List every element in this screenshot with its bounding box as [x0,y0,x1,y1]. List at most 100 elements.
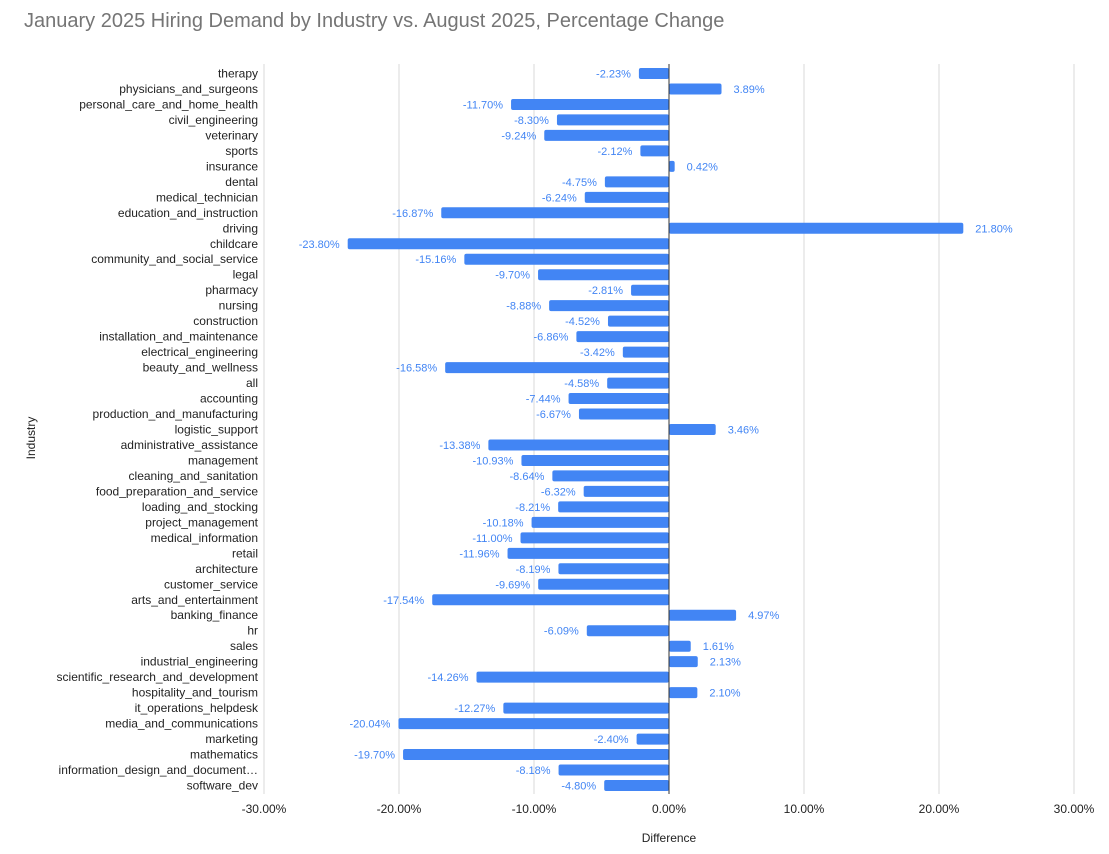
bar [568,393,669,405]
category-label: media_and_communications [105,717,258,731]
category-label: administrative_assistance [121,438,259,452]
bar [669,609,737,621]
data-label: 2.13% [710,657,741,669]
bar [669,83,722,95]
category-label: installation_and_maintenance [99,330,258,344]
data-label: -2.23% [596,69,631,81]
category-label: industrial_engineering [141,655,258,669]
bar [583,485,669,497]
data-label: -14.26% [428,672,469,684]
category-label: banking_finance [171,608,259,622]
data-label: -6.86% [534,332,569,344]
bar [640,145,669,157]
category-label: customer_service [164,577,258,591]
category-label: it_operations_helpdesk [135,701,259,715]
bar [511,98,669,110]
data-label: -17.54% [383,595,424,607]
bar [531,516,669,528]
bar [604,176,669,188]
bar [669,424,716,435]
bar [669,160,675,172]
bar [507,547,669,559]
bar [476,671,669,683]
data-label: -10.93% [472,455,513,467]
data-label: -4.75% [562,177,597,189]
data-label: -8.19% [516,564,551,576]
category-label: accounting [200,392,258,406]
bar [669,687,698,699]
data-label: -3.42% [580,347,615,359]
bar [631,284,669,296]
data-label: -12.27% [454,703,495,715]
bar [445,362,669,374]
bar [584,191,669,203]
x-axis-title: Difference [642,831,697,845]
category-label: therapy [218,67,258,81]
bar [669,222,964,234]
data-label: -2.40% [594,734,629,746]
category-label: construction [193,314,258,328]
data-label: -8.18% [516,765,551,777]
data-label: -6.09% [544,626,579,638]
category-label: sports [225,144,258,158]
bar [622,346,669,358]
y-axis-title: Industry [24,417,38,460]
category-label: beauty_and_wellness [143,361,258,375]
bar [520,532,669,544]
data-labels: -2.23% 3.89% -11.70% -8.30% -9.24% -2.12% 0.42… [299,69,1013,793]
data-label: -4.80% [561,781,596,793]
bar [538,269,669,281]
bar [521,454,669,466]
data-label: -9.69% [495,579,530,591]
data-label: 3.89% [734,84,765,96]
bar [607,377,669,389]
data-label: 2.10% [709,688,740,700]
category-label: legal [233,268,258,282]
bar [556,114,669,126]
category-label: personal_care_and_home_health [79,97,258,111]
data-label: -16.58% [396,363,437,375]
data-label: -4.52% [565,316,600,328]
data-label: -20.04% [349,719,390,731]
category-label: electrical_engineering [141,345,258,359]
data-label: 1.61% [703,641,734,653]
category-label: scientific_research_and_development [57,670,259,684]
category-label: pharmacy [205,283,258,297]
bar [403,749,669,761]
category-label: arts_and_entertainment [131,593,258,607]
x-tick-label: -10.00% [512,802,557,816]
x-tick-label: -20.00% [377,802,422,816]
category-label: loading_and_stocking [142,500,258,514]
data-label: -19.70% [354,750,395,762]
bar [552,470,669,482]
category-label: mathematics [190,748,258,762]
bar [669,640,691,652]
category-labels: therapyphysicians_and_surgeonspersonal_c… [57,67,259,793]
data-label: -11.96% [459,548,499,560]
bar [441,207,669,219]
bar [586,625,669,637]
x-tick-label: 30.00% [1054,802,1095,816]
data-label: -8.88% [506,301,541,313]
bar [558,764,669,776]
chart-title: January 2025 Hiring Demand by Industry v… [24,10,725,32]
data-label: -6.32% [541,486,576,498]
category-label: marketing [205,732,258,746]
category-label: production_and_manufacturing [93,407,258,421]
category-label: food_preparation_and_service [96,484,258,498]
data-label: -8.21% [515,502,550,514]
category-label: driving [223,221,258,235]
data-label: -9.24% [501,130,536,142]
data-label: -7.44% [526,394,561,406]
data-label: -11.00% [472,533,512,545]
bar [576,331,669,343]
category-label: hospitality_and_tourism [132,686,258,700]
x-tick-label: -30.00% [242,802,287,816]
data-label: -9.70% [495,270,530,282]
bars [347,68,964,791]
category-label: sales [230,639,258,653]
bar [538,578,669,590]
category-label: civil_engineering [169,113,258,127]
bar [607,315,669,327]
